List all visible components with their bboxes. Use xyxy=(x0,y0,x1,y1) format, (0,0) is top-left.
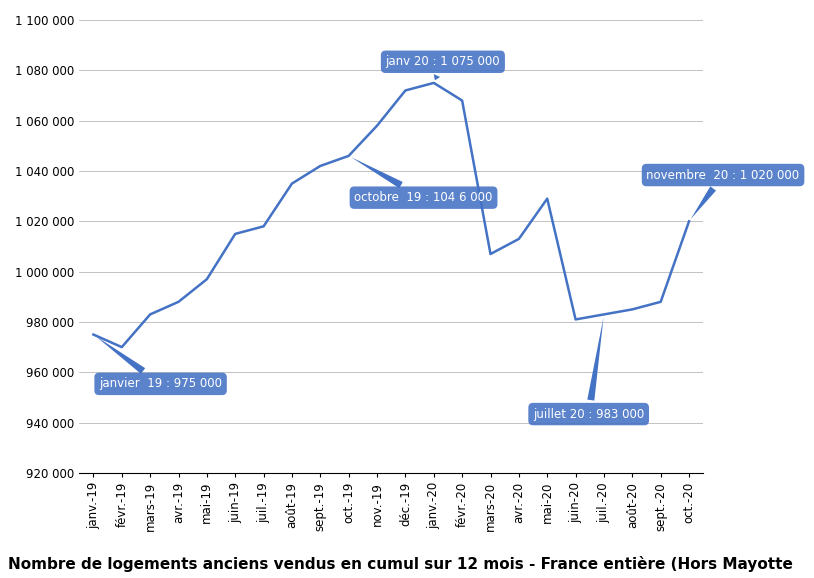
Text: Nombre de logements anciens vendus en cumul sur 12 mois - France entière (Hors M: Nombre de logements anciens vendus en cu… xyxy=(8,556,793,572)
Text: juillet 20 : 983 000: juillet 20 : 983 000 xyxy=(533,317,645,421)
Text: octobre  19 : 104 6 000: octobre 19 : 104 6 000 xyxy=(351,157,492,204)
Text: janvier  19 : 975 000: janvier 19 : 975 000 xyxy=(96,336,222,390)
Text: novembre  20 : 1 020 000: novembre 20 : 1 020 000 xyxy=(646,169,799,219)
Text: janv 20 : 1 075 000: janv 20 : 1 075 000 xyxy=(386,55,500,80)
